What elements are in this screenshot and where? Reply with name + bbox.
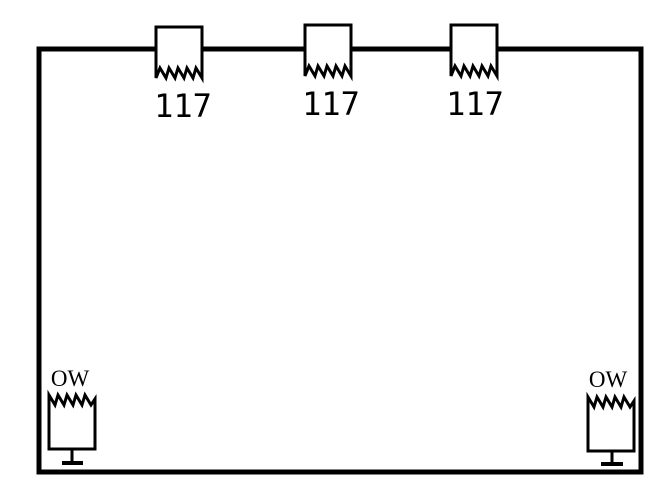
sawtooth-box-icon bbox=[303, 23, 353, 82]
bottom-device-right-label: OW bbox=[589, 367, 628, 392]
sawtooth-box-icon bbox=[154, 25, 204, 84]
sawtooth-box-grounded-icon bbox=[586, 391, 636, 453]
top-device-2-label: 117 bbox=[302, 85, 360, 123]
sawtooth-box-grounded-icon bbox=[47, 389, 97, 451]
bottom-device-left: OW bbox=[47, 366, 97, 465]
top-device-1-label: 117 bbox=[154, 87, 212, 125]
bottom-device-right: OW bbox=[586, 367, 636, 466]
sawtooth-box-icon bbox=[449, 23, 499, 82]
top-device-3: 117 bbox=[446, 23, 504, 123]
top-device-1: 117 bbox=[154, 25, 212, 125]
top-device-3-label: 117 bbox=[446, 85, 504, 123]
bottom-device-left-label: OW bbox=[51, 366, 90, 391]
top-device-2: 117 bbox=[302, 23, 360, 123]
